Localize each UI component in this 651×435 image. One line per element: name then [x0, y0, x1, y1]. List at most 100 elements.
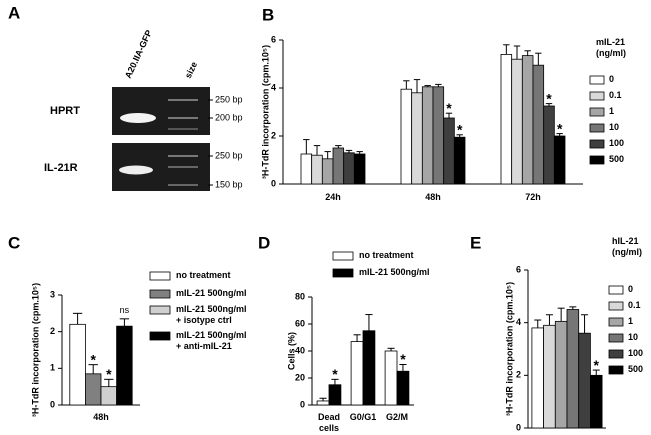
bar	[396, 370, 410, 406]
y-tick-label: 6	[271, 34, 276, 44]
error-bar	[399, 364, 407, 372]
bar	[443, 117, 455, 185]
x-tick-label: 48h	[93, 412, 109, 422]
legend-label: 1	[609, 106, 615, 116]
x-tick-label: 24h	[325, 192, 341, 202]
error-bar	[353, 334, 361, 342]
panel-letter: B	[262, 5, 274, 24]
y-tick-label: 2	[516, 370, 521, 380]
error-bar	[319, 397, 327, 401]
bar	[553, 135, 566, 185]
bar	[311, 154, 323, 185]
legend-label: 0.1	[628, 300, 641, 310]
ladder-band	[168, 166, 198, 168]
bar	[590, 374, 603, 429]
panel-letter: D	[258, 233, 270, 252]
y-axis-label: ³H-TdR incorporation (cpm.10⁵)	[30, 283, 40, 417]
legend-swatch	[589, 107, 605, 117]
significance-label: *	[400, 351, 406, 367]
error-bar	[545, 314, 553, 326]
x-tick-label: G0/G1	[349, 412, 377, 422]
bar	[100, 386, 118, 406]
legend-label: mIL-21 500ng/ml + isotype ctrl	[176, 304, 247, 325]
legend-swatch	[149, 289, 171, 299]
bar	[566, 309, 580, 429]
ladder-band	[168, 184, 198, 186]
error-bar	[72, 312, 83, 325]
error-bar	[356, 151, 363, 154]
legend-label: 0	[628, 284, 634, 294]
bar	[69, 323, 86, 406]
legend-label: 100	[628, 348, 644, 358]
error-bar	[104, 378, 114, 387]
bar	[578, 332, 591, 429]
y-tick-label: 0	[516, 422, 521, 432]
bar	[362, 330, 376, 406]
bar	[400, 88, 413, 185]
bar	[543, 324, 556, 429]
significance-label: *	[446, 100, 452, 116]
legend-label: 1	[628, 316, 634, 326]
bar	[453, 136, 466, 185]
bar	[432, 86, 445, 185]
bar	[350, 341, 364, 406]
legend-title: mIL-21 (ng/ml)	[596, 37, 626, 58]
legend-label: 10	[609, 122, 620, 132]
panel-letter: A	[8, 3, 20, 22]
legend-title: hIL-21 (ng/ml)	[612, 236, 642, 257]
lane-label: size	[183, 60, 199, 80]
bar	[116, 325, 133, 406]
error-bar	[331, 378, 339, 385]
bar	[554, 320, 568, 429]
legend-label: 500	[628, 364, 644, 374]
error-bar	[303, 139, 310, 154]
legend-label: 100	[609, 138, 625, 148]
error-bar	[424, 85, 431, 87]
legend-swatch	[608, 285, 624, 295]
size-marker: 250 bp	[215, 150, 243, 160]
error-bar	[413, 79, 421, 93]
bar	[532, 64, 545, 185]
gel-image	[112, 87, 210, 135]
legend-swatch	[332, 251, 354, 261]
error-bar	[324, 151, 331, 159]
bar	[511, 58, 523, 185]
y-tick-label: 0	[300, 399, 305, 409]
legend-swatch	[608, 365, 624, 375]
significance-label: *	[557, 120, 563, 136]
bar	[521, 55, 534, 185]
y-tick-label: 6	[516, 264, 521, 274]
bar	[531, 327, 545, 429]
y-tick-label: 2	[50, 326, 55, 336]
error-bar	[345, 149, 353, 153]
ladder-band	[168, 99, 198, 101]
y-tick-label: 0	[50, 399, 55, 409]
row-label: HPRT	[50, 105, 80, 117]
legend-label: mIL-21 500ng/ml	[359, 267, 430, 277]
legend-swatch	[589, 155, 605, 165]
error-bar	[456, 134, 463, 138]
significance-label: *	[90, 351, 96, 367]
bar	[353, 153, 366, 185]
legend-label: mIL-21 500ng/ml	[176, 288, 247, 298]
legend-swatch	[589, 123, 605, 133]
error-bar	[119, 318, 130, 327]
error-bar	[535, 52, 542, 66]
legend-swatch	[332, 268, 354, 278]
bar	[500, 54, 513, 185]
x-tick-label: G2/M	[385, 412, 409, 422]
error-bar	[335, 145, 342, 148]
bar	[343, 152, 355, 185]
x-tick-label: Dead cells	[317, 412, 341, 433]
x-tick-label: 48h	[425, 192, 441, 202]
y-tick-label: 60	[295, 318, 305, 328]
size-marker: 250 bp	[215, 94, 243, 104]
bar	[85, 373, 102, 406]
y-axis-label: ³H-TdR incorporation (cpm.10⁵)	[260, 45, 270, 179]
error-bar	[445, 112, 453, 118]
bar	[300, 153, 313, 185]
error-bar	[545, 103, 553, 106]
gel-band	[119, 165, 153, 175]
legend-swatch	[149, 331, 171, 341]
